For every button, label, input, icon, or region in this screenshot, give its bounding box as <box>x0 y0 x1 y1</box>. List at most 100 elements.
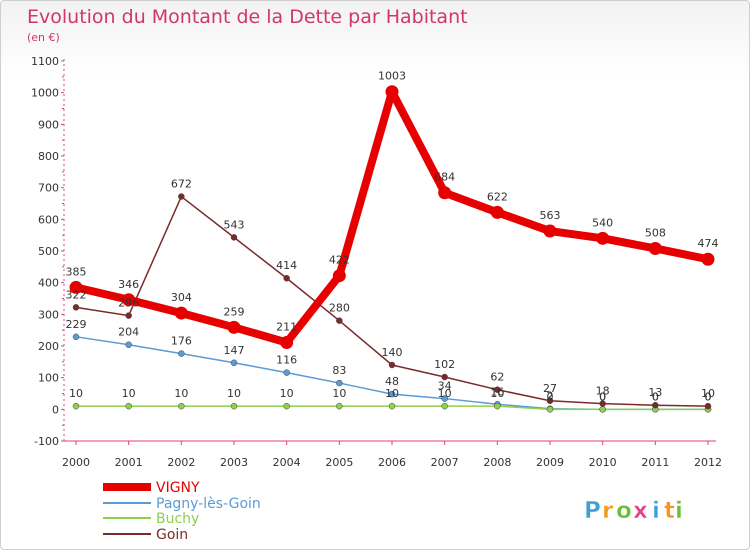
x-tick-label: 2010 <box>589 456 617 469</box>
data-label: 34 <box>438 380 452 393</box>
data-point <box>648 241 662 255</box>
data-point <box>546 397 554 405</box>
data-label: 10 <box>227 387 241 400</box>
data-label: 259 <box>224 305 245 318</box>
data-label: 147 <box>224 344 245 357</box>
data-label: 10 <box>701 387 715 400</box>
x-tick-label: 2003 <box>220 456 248 469</box>
data-label: 0 <box>652 390 659 403</box>
data-label: 346 <box>118 278 139 291</box>
data-label: 280 <box>329 302 350 315</box>
x-tick-label: 2005 <box>325 456 353 469</box>
data-label: 2 <box>547 390 554 403</box>
chart-title: Evolution du Montant de la Dette par Hab… <box>27 6 468 28</box>
data-label: 0 <box>599 390 606 403</box>
data-point <box>125 312 132 319</box>
data-label: 508 <box>645 226 666 239</box>
data-point <box>441 373 448 381</box>
series-goin <box>72 193 712 410</box>
data-label: 18 <box>596 385 610 398</box>
data-label: 10 <box>490 387 504 400</box>
y-tick-label: 400 <box>38 277 59 290</box>
y-tick-label: 1000 <box>31 87 59 100</box>
data-label: 385 <box>66 265 87 278</box>
data-point <box>490 205 504 219</box>
y-tick-label: 200 <box>38 340 59 353</box>
y-tick-label: -100 <box>34 435 59 448</box>
logo-letter: o <box>616 498 632 524</box>
logo-letter: x <box>633 498 648 524</box>
logo-letter: i <box>675 498 683 524</box>
data-point <box>280 336 294 350</box>
data-point <box>599 400 606 407</box>
y-tick-label: 1100 <box>31 55 59 68</box>
data-label: 176 <box>171 335 192 348</box>
data-label: 540 <box>592 216 613 229</box>
data-label: 48 <box>385 375 399 388</box>
data-point <box>704 402 712 410</box>
data-point <box>652 401 659 409</box>
data-label: 414 <box>276 259 297 272</box>
series-buchy <box>72 402 712 413</box>
data-label: 16 <box>490 385 504 398</box>
y-tick-label: 500 <box>38 245 59 258</box>
x-tick-label: 2011 <box>641 456 669 469</box>
x-tick-label: 2000 <box>62 456 90 469</box>
y-tick-label: 300 <box>38 308 59 321</box>
data-point <box>178 350 185 357</box>
data-label: 102 <box>434 358 455 371</box>
data-label: 27 <box>543 382 557 395</box>
data-label: 1003 <box>378 70 406 83</box>
legend-label: Goin <box>156 527 188 543</box>
legend-label: Pagny-lès-Goin <box>156 496 261 512</box>
data-label: 622 <box>487 190 508 203</box>
data-point <box>596 231 610 245</box>
data-label: 322 <box>66 288 87 301</box>
data-label: 83 <box>332 364 346 377</box>
data-point <box>125 341 132 348</box>
x-tick-label: 2002 <box>167 456 195 469</box>
x-tick-label: 2001 <box>115 456 143 469</box>
data-point <box>543 224 557 238</box>
data-label: 474 <box>698 237 719 250</box>
data-point <box>336 317 343 324</box>
data-point <box>283 274 290 282</box>
y-tick-label: 0 <box>52 403 59 416</box>
data-point <box>174 306 188 320</box>
data-point <box>283 402 290 410</box>
data-point <box>230 234 238 241</box>
data-label: 10 <box>385 387 399 400</box>
data-point <box>494 402 501 410</box>
data-label: 10 <box>122 387 136 400</box>
data-point <box>441 395 448 402</box>
logo-letter: t <box>664 498 675 524</box>
legend-label: Buchy <box>156 511 199 527</box>
data-label: 62 <box>490 371 504 384</box>
y-tick-label: 800 <box>38 150 59 163</box>
data-point <box>385 85 399 99</box>
data-point <box>336 379 343 387</box>
chart-subtitle: (en €) <box>27 31 60 44</box>
data-point <box>72 304 80 311</box>
data-label: 116 <box>276 354 297 367</box>
data-label: 0 <box>705 390 712 403</box>
data-point <box>125 402 132 410</box>
data-label: 0 <box>705 390 712 403</box>
y-tick-label: 600 <box>38 213 59 226</box>
data-label: 0 <box>599 390 606 403</box>
series-lines <box>69 85 715 413</box>
data-point <box>72 402 80 410</box>
logo-letter: i <box>652 498 660 524</box>
logo-letter: P <box>584 498 601 524</box>
data-label: 211 <box>276 321 297 334</box>
data-point <box>441 402 448 410</box>
data-label: 229 <box>66 318 87 331</box>
data-label: 296 <box>118 297 139 310</box>
legend-label: VIGNY <box>156 480 200 496</box>
data-label: 10 <box>174 387 188 400</box>
data-point <box>388 390 396 398</box>
data-label: 672 <box>171 178 192 191</box>
